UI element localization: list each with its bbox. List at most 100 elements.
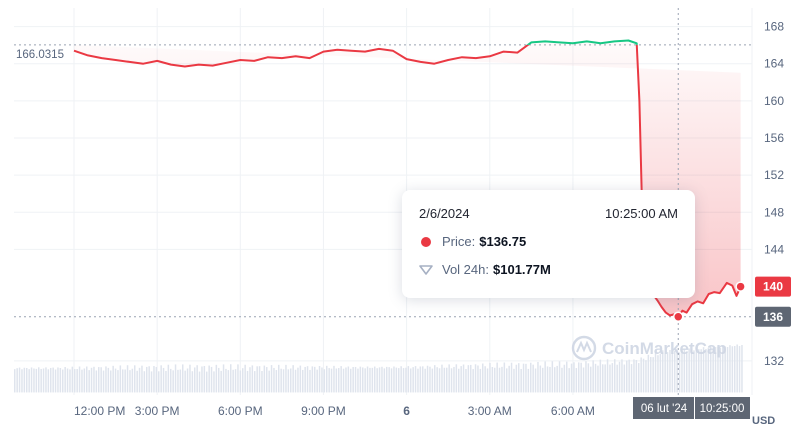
y-tick-label: 132 [764,354,784,368]
volume-bar [59,367,62,393]
volume-bar [40,368,42,393]
volume-bar [194,367,196,393]
volume-bar [417,368,419,393]
volume-bar [18,367,21,393]
tooltip-volume-value: $101.77M [493,262,551,277]
volume-bar [458,368,460,393]
volume-bar [266,367,268,393]
volume-bar [422,366,424,393]
coinmarketcap-logo-mark [576,340,592,353]
volume-bar [198,371,201,393]
volume-bar [388,367,390,393]
volume-bar [261,371,263,393]
y-tick-label: 156 [764,131,784,145]
volume-bar [414,366,417,393]
crosshair-time-badge-text: 10:25:00 [700,403,745,415]
volume-bar [465,369,467,393]
volume-bar [551,361,554,393]
volume-bar [129,370,131,393]
volume-bar [513,368,515,393]
volume-bar [225,368,227,393]
volume-bar [287,369,290,393]
volume-bar [213,371,215,393]
volume-bar [510,362,513,393]
volume-bar [698,349,700,393]
volume-bar [45,367,47,393]
volume-bar [131,368,134,393]
volume-bar [297,367,299,393]
volume-bar [321,367,323,393]
volume-bar [407,366,410,393]
volume-bar [352,366,354,393]
volume-bar [460,366,462,393]
volume-bar [88,370,90,393]
volume-bar [640,357,642,393]
volume-bar [112,365,114,393]
volume-bar [710,346,712,393]
volume-bar [362,367,364,393]
crosshair-date-badge [633,397,694,419]
volume-bar [400,366,402,393]
volume-bar [333,365,335,393]
volume-bar [654,352,657,393]
volume-bar [635,360,638,393]
crosshair-price-dot [672,311,684,322]
tooltip-time: 10:25:00 AM [605,206,678,221]
volume-bar [621,359,623,393]
volume-bar [518,363,520,393]
volume-bar [134,365,136,393]
volume-bar [191,371,194,393]
current-price-badge-text: 140 [763,280,783,294]
tooltip-header: 2/6/2024 10:25:00 AM [419,206,678,221]
volume-bar [520,368,522,393]
volume-bar [594,363,597,393]
volume-bar [249,367,251,393]
volume-bar [340,366,342,393]
volume-bar [570,363,573,393]
volume-bar [124,369,126,393]
volume-bar [717,346,719,393]
volume-bar [683,349,686,393]
volume-bar [719,347,722,393]
volume-bar [282,369,285,393]
volume-bar [736,344,738,393]
volume-bar [554,367,556,393]
volume-bar [371,367,374,393]
volume-bar [220,370,222,393]
volume-bar [556,365,558,393]
volume-bar [486,368,489,393]
y-tick-label: 164 [764,57,784,71]
volume-bar [227,370,230,393]
volume-bar [57,367,59,393]
volume-bar [726,347,729,393]
volume-bar [302,369,304,393]
volume-bar [74,369,76,393]
crosshair-date-badge-text: 06 lut '24 [641,403,688,415]
volume-bar [189,364,191,393]
volume-bar [30,367,33,393]
x-tick-label: 9:00 PM [301,404,346,418]
volume-bar [342,368,345,393]
volume-bar [172,370,174,393]
coinmarketcap-logo-icon [571,335,597,361]
volume-bar [26,368,28,393]
volume-bar [83,368,86,393]
tooltip-price-label: Price: [442,234,476,249]
x-tick-label: 6 [403,404,410,418]
volume-bar [623,364,626,393]
volume-bar [395,367,398,393]
volume-bar [450,368,453,393]
volume-bar [309,369,311,393]
volume-bar [215,364,218,393]
volume-bar [177,369,179,393]
volume-bar [441,364,443,393]
volume-bar [201,366,203,393]
volume-bar [503,362,506,393]
volume-bar [232,369,234,393]
volume-bar [323,369,326,393]
volume-bar [448,364,450,393]
volume-bar [64,367,66,393]
volume-bar [611,363,614,393]
volume-bar [714,346,717,393]
volume-bar [23,367,26,393]
